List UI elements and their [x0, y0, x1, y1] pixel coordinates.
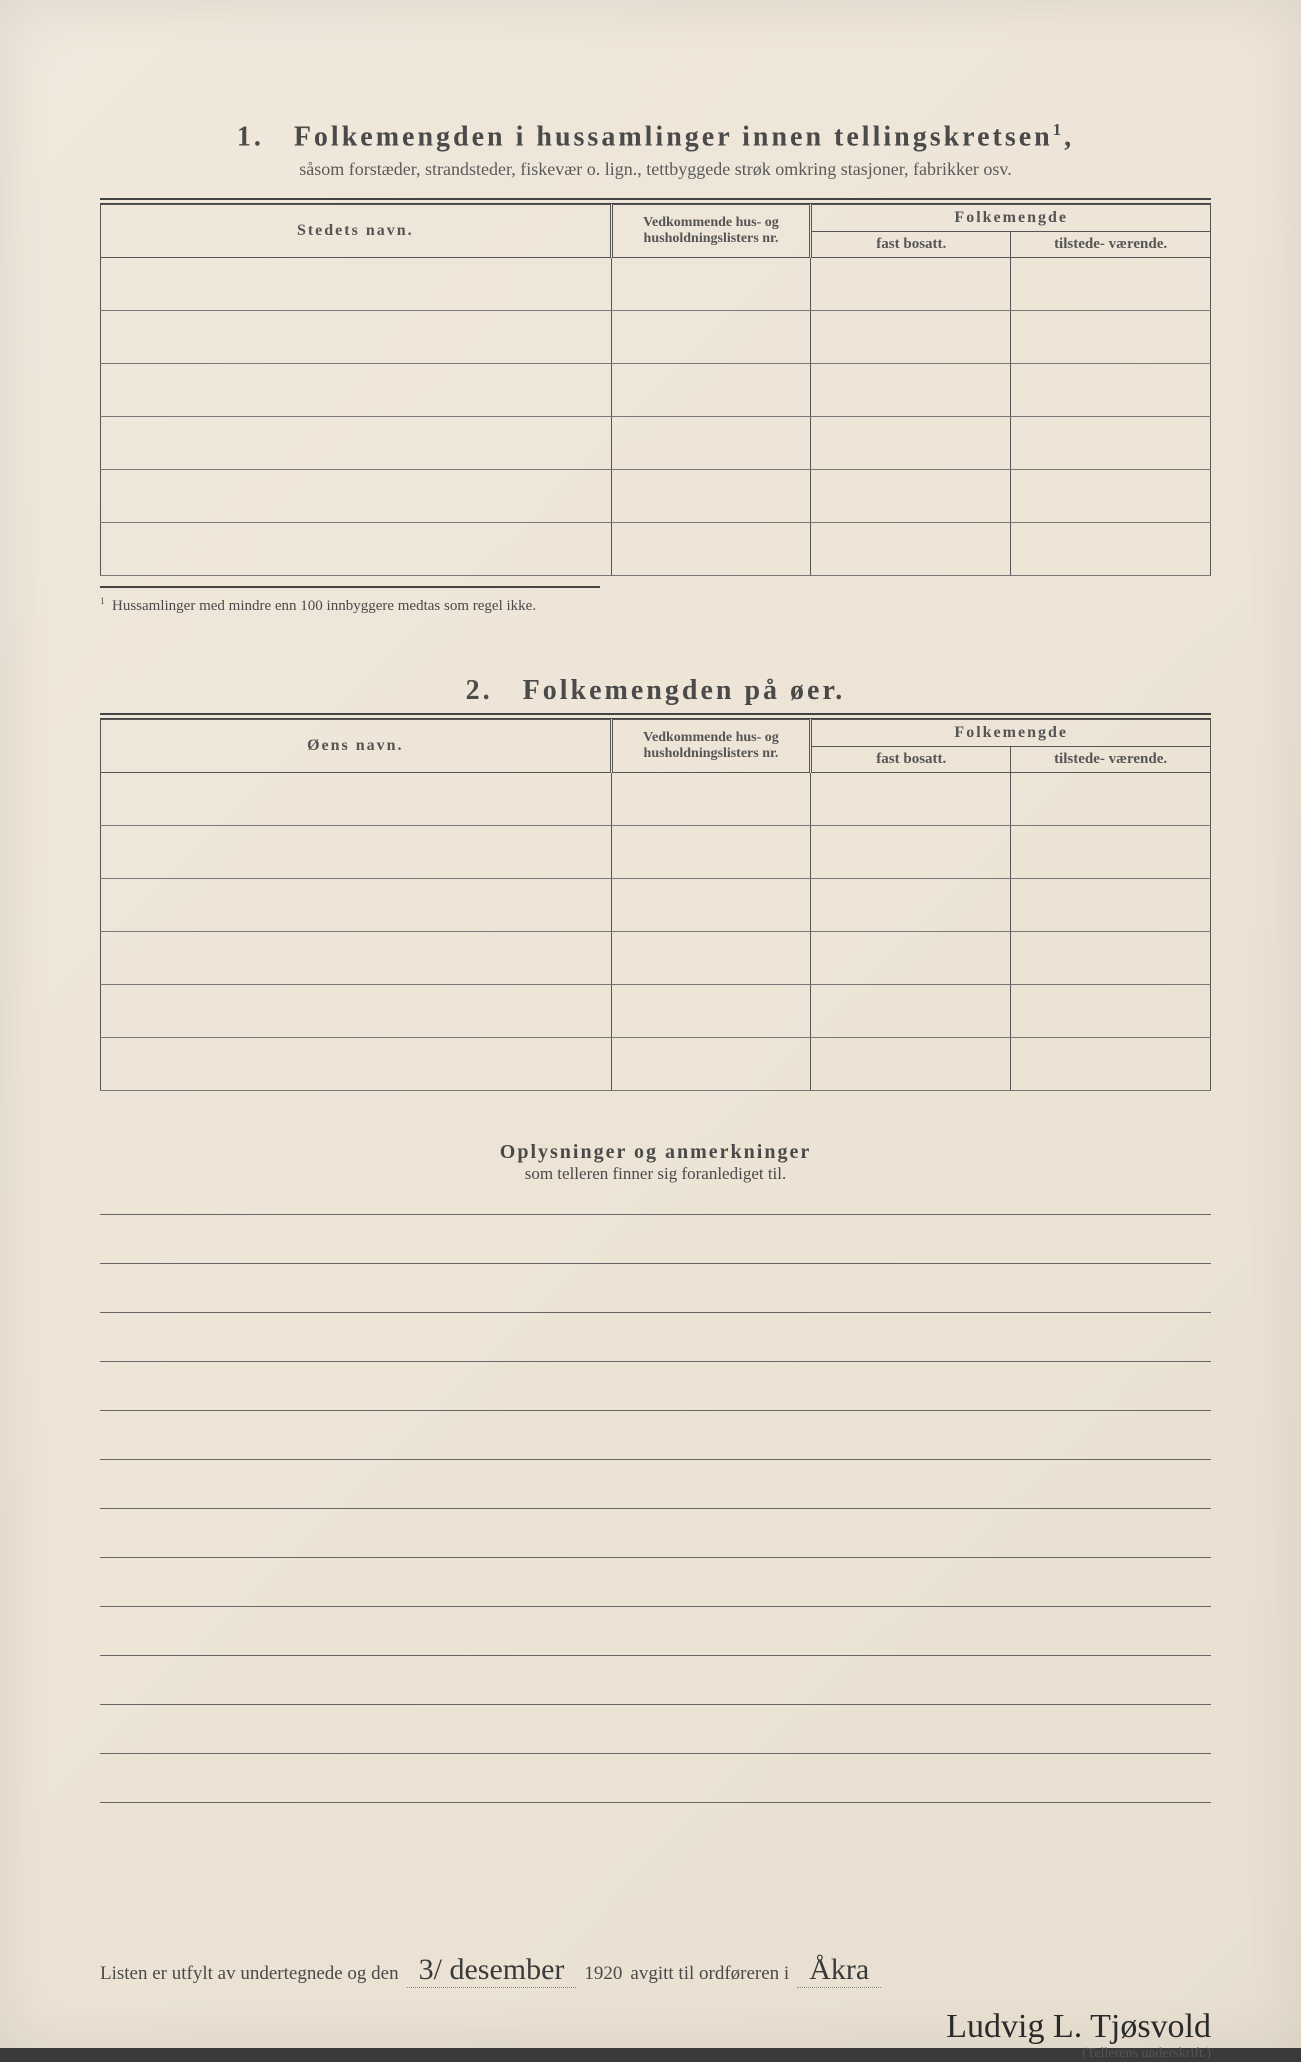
- ruled-line: [100, 1509, 1211, 1558]
- table-1-header-name: Stedets navn.: [101, 205, 612, 258]
- footnote-text: Hussamlinger med mindre enn 100 innbygge…: [112, 598, 536, 614]
- table-row: [101, 417, 1211, 470]
- table-1-header-tilstede: tilstede- værende.: [1011, 232, 1211, 258]
- notes-subtitle: som telleren finner sig foranlediget til…: [100, 1164, 1211, 1184]
- signature-block: Ludvig L. Tjøsvold (Tellerens underskrif…: [100, 2008, 1211, 2062]
- ruled-line: [100, 1705, 1211, 1754]
- ruled-lines: [100, 1214, 1211, 1803]
- table-2-header-name: Øens navn.: [101, 720, 612, 773]
- ruled-line: [100, 1754, 1211, 1803]
- table-1-body: [101, 258, 1211, 576]
- table-1-header-ref: Vedkommende hus- og husholdningslisters …: [611, 205, 811, 258]
- section-1-footnote: 1 Hussamlinger med mindre enn 100 innbyg…: [100, 586, 600, 615]
- section-1-title: 1. Folkemengden i hussamlinger innen tel…: [100, 120, 1211, 153]
- ruled-line: [100, 1656, 1211, 1705]
- notes-section: Oplysninger og anmerkninger som telleren…: [100, 1141, 1211, 1803]
- notes-title: Oplysninger og anmerkninger: [100, 1141, 1211, 1164]
- signature-line: Listen er utfylt av undertegnede og den …: [100, 1953, 1211, 1988]
- section-1-number: 1.: [237, 121, 264, 152]
- table-row: [101, 364, 1211, 417]
- table-2-header-ref: Vedkommende hus- og husholdningslisters …: [611, 720, 811, 773]
- table-1-header-pop: Folkemengde: [811, 205, 1211, 232]
- table-row: [101, 1038, 1211, 1091]
- signature-year: 1920: [584, 1963, 622, 1985]
- section-1-subtitle: såsom forstæder, strandsteder, fiskevær …: [100, 159, 1211, 180]
- section-2-title: 2. Folkemengden på øer.: [100, 675, 1211, 707]
- section-1: 1. Folkemengden i hussamlinger innen tel…: [100, 120, 1211, 615]
- section-2-title-text: Folkemengden på øer.: [523, 675, 846, 706]
- table-row: [101, 985, 1211, 1038]
- table-row: [101, 523, 1211, 576]
- table-2-body: [101, 773, 1211, 1091]
- section-1-sup: 1: [1053, 120, 1064, 139]
- table-1-header-fast: fast bosatt.: [811, 232, 1011, 258]
- section-2: 2. Folkemengden på øer. Øens navn. Vedko…: [100, 675, 1211, 1091]
- signature-place: Åkra: [797, 1953, 881, 1988]
- section-2-number: 2.: [466, 675, 493, 706]
- ruled-line: [100, 1362, 1211, 1411]
- ruled-line: [100, 1313, 1211, 1362]
- table-row: [101, 470, 1211, 523]
- signature-prefix: Listen er utfylt av undertegnede og den: [100, 1963, 399, 1985]
- section-1-title-text: Folkemengden i hussamlinger innen tellin…: [294, 121, 1053, 152]
- table-2-header-tilstede: tilstede- værende.: [1011, 747, 1211, 773]
- ruled-line: [100, 1607, 1211, 1656]
- ruled-line: [100, 1215, 1211, 1264]
- table-row: [101, 826, 1211, 879]
- table-2-header-fast: fast bosatt.: [811, 747, 1011, 773]
- ruled-line: [100, 1558, 1211, 1607]
- ruled-line: [100, 1264, 1211, 1313]
- signature-date: 3/ desember: [407, 1953, 577, 1988]
- table-1: Stedets navn. Vedkommende hus- og hushol…: [100, 204, 1211, 576]
- table-row: [101, 311, 1211, 364]
- document-page: 1. Folkemengden i hussamlinger innen tel…: [0, 0, 1301, 2048]
- table-row: [101, 932, 1211, 985]
- table-row: [101, 879, 1211, 932]
- footnote-marker: 1: [100, 596, 105, 606]
- signature-name: Ludvig L. Tjøsvold: [100, 2008, 1211, 2046]
- signature-caption: (Tellerens underskrift.): [100, 2046, 1211, 2062]
- signature-mid: avgitt til ordføreren i: [630, 1963, 789, 1985]
- table-2: Øens navn. Vedkommende hus- og husholdni…: [100, 719, 1211, 1091]
- table-row: [101, 258, 1211, 311]
- ruled-line: [100, 1411, 1211, 1460]
- table-2-header-pop: Folkemengde: [811, 720, 1211, 747]
- table-row: [101, 773, 1211, 826]
- ruled-line: [100, 1460, 1211, 1509]
